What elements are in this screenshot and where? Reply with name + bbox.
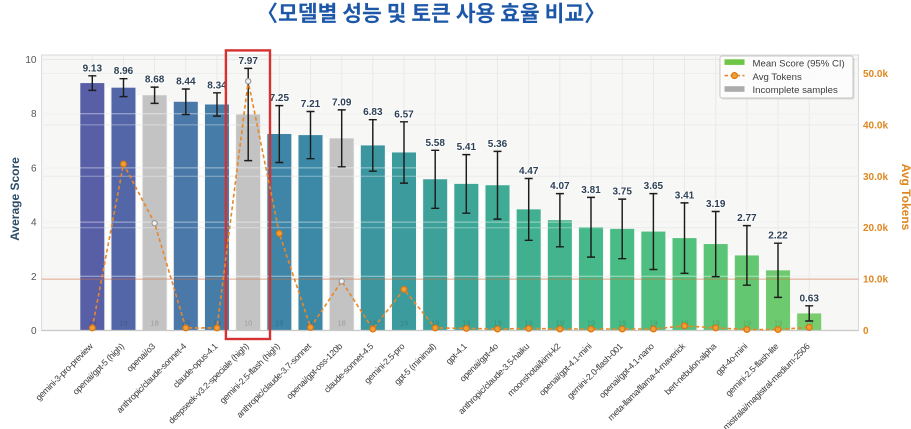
svg-text:18: 18 — [150, 319, 158, 328]
svg-text:10.0k: 10.0k — [863, 275, 888, 286]
svg-text:19: 19 — [525, 319, 533, 328]
svg-text:2.77: 2.77 — [737, 213, 757, 224]
svg-text:Avg Tokens: Avg Tokens — [753, 72, 802, 83]
svg-text:5.41: 5.41 — [457, 142, 477, 153]
svg-text:20.0k: 20.0k — [863, 223, 888, 234]
svg-text:4.07: 4.07 — [550, 181, 570, 192]
svg-text:3.65: 3.65 — [644, 181, 664, 192]
svg-text:3.75: 3.75 — [612, 187, 632, 198]
svg-text:40.0k: 40.0k — [863, 120, 888, 131]
svg-text:19: 19 — [805, 319, 813, 328]
svg-text:Average Score: Average Score — [8, 157, 22, 241]
svg-text:19: 19 — [587, 319, 595, 328]
svg-text:4: 4 — [31, 218, 37, 229]
svg-text:30.0k: 30.0k — [863, 172, 888, 183]
svg-text:19: 19 — [369, 319, 377, 328]
svg-text:2: 2 — [31, 272, 37, 283]
svg-text:Avg Tokens: Avg Tokens — [899, 164, 911, 231]
svg-text:19: 19 — [431, 319, 439, 328]
svg-text:19: 19 — [618, 319, 626, 328]
svg-text:6: 6 — [31, 163, 37, 174]
svg-text:19: 19 — [462, 319, 470, 328]
svg-text:19: 19 — [712, 319, 720, 328]
svg-text:19: 19 — [119, 319, 127, 328]
svg-text:19: 19 — [493, 319, 501, 328]
svg-text:10: 10 — [25, 55, 37, 66]
svg-text:7.21: 7.21 — [301, 99, 321, 110]
svg-text:19: 19 — [88, 319, 96, 328]
svg-text:6.83: 6.83 — [363, 107, 383, 118]
svg-text:9.13: 9.13 — [83, 63, 103, 74]
svg-text:7.25: 7.25 — [270, 93, 290, 104]
svg-text:7.97: 7.97 — [238, 56, 258, 67]
svg-text:8.68: 8.68 — [145, 75, 165, 86]
svg-text:50.0k: 50.0k — [863, 69, 888, 80]
svg-text:3.19: 3.19 — [706, 199, 726, 210]
svg-text:Mean Score (95% CI): Mean Score (95% CI) — [753, 59, 845, 70]
svg-text:18: 18 — [338, 319, 346, 328]
svg-text:8.34: 8.34 — [207, 80, 227, 91]
svg-text:0: 0 — [863, 326, 869, 337]
svg-text:19: 19 — [556, 319, 564, 328]
svg-text:6.57: 6.57 — [394, 109, 414, 120]
svg-text:5.36: 5.36 — [488, 139, 508, 150]
svg-text:Incomplete samples: Incomplete samples — [753, 85, 839, 96]
svg-text:3.41: 3.41 — [675, 190, 695, 201]
svg-text:8.96: 8.96 — [114, 66, 134, 77]
svg-text:19: 19 — [400, 319, 408, 328]
svg-text:5.58: 5.58 — [425, 138, 445, 149]
svg-text:19: 19 — [182, 319, 190, 328]
svg-text:19: 19 — [306, 319, 314, 328]
svg-text:7.09: 7.09 — [332, 97, 352, 108]
svg-text:19: 19 — [275, 319, 283, 328]
svg-text:19: 19 — [774, 319, 782, 328]
svg-text:2.22: 2.22 — [768, 231, 788, 242]
svg-text:19: 19 — [743, 319, 751, 328]
svg-text:3.81: 3.81 — [581, 185, 601, 196]
svg-text:0.63: 0.63 — [799, 293, 819, 304]
svg-text:0: 0 — [31, 326, 37, 337]
svg-text:8.44: 8.44 — [176, 77, 196, 88]
svg-text:4.47: 4.47 — [519, 166, 539, 177]
svg-text:8: 8 — [31, 109, 37, 120]
svg-text:10: 10 — [244, 319, 252, 328]
svg-text:19: 19 — [649, 319, 657, 328]
